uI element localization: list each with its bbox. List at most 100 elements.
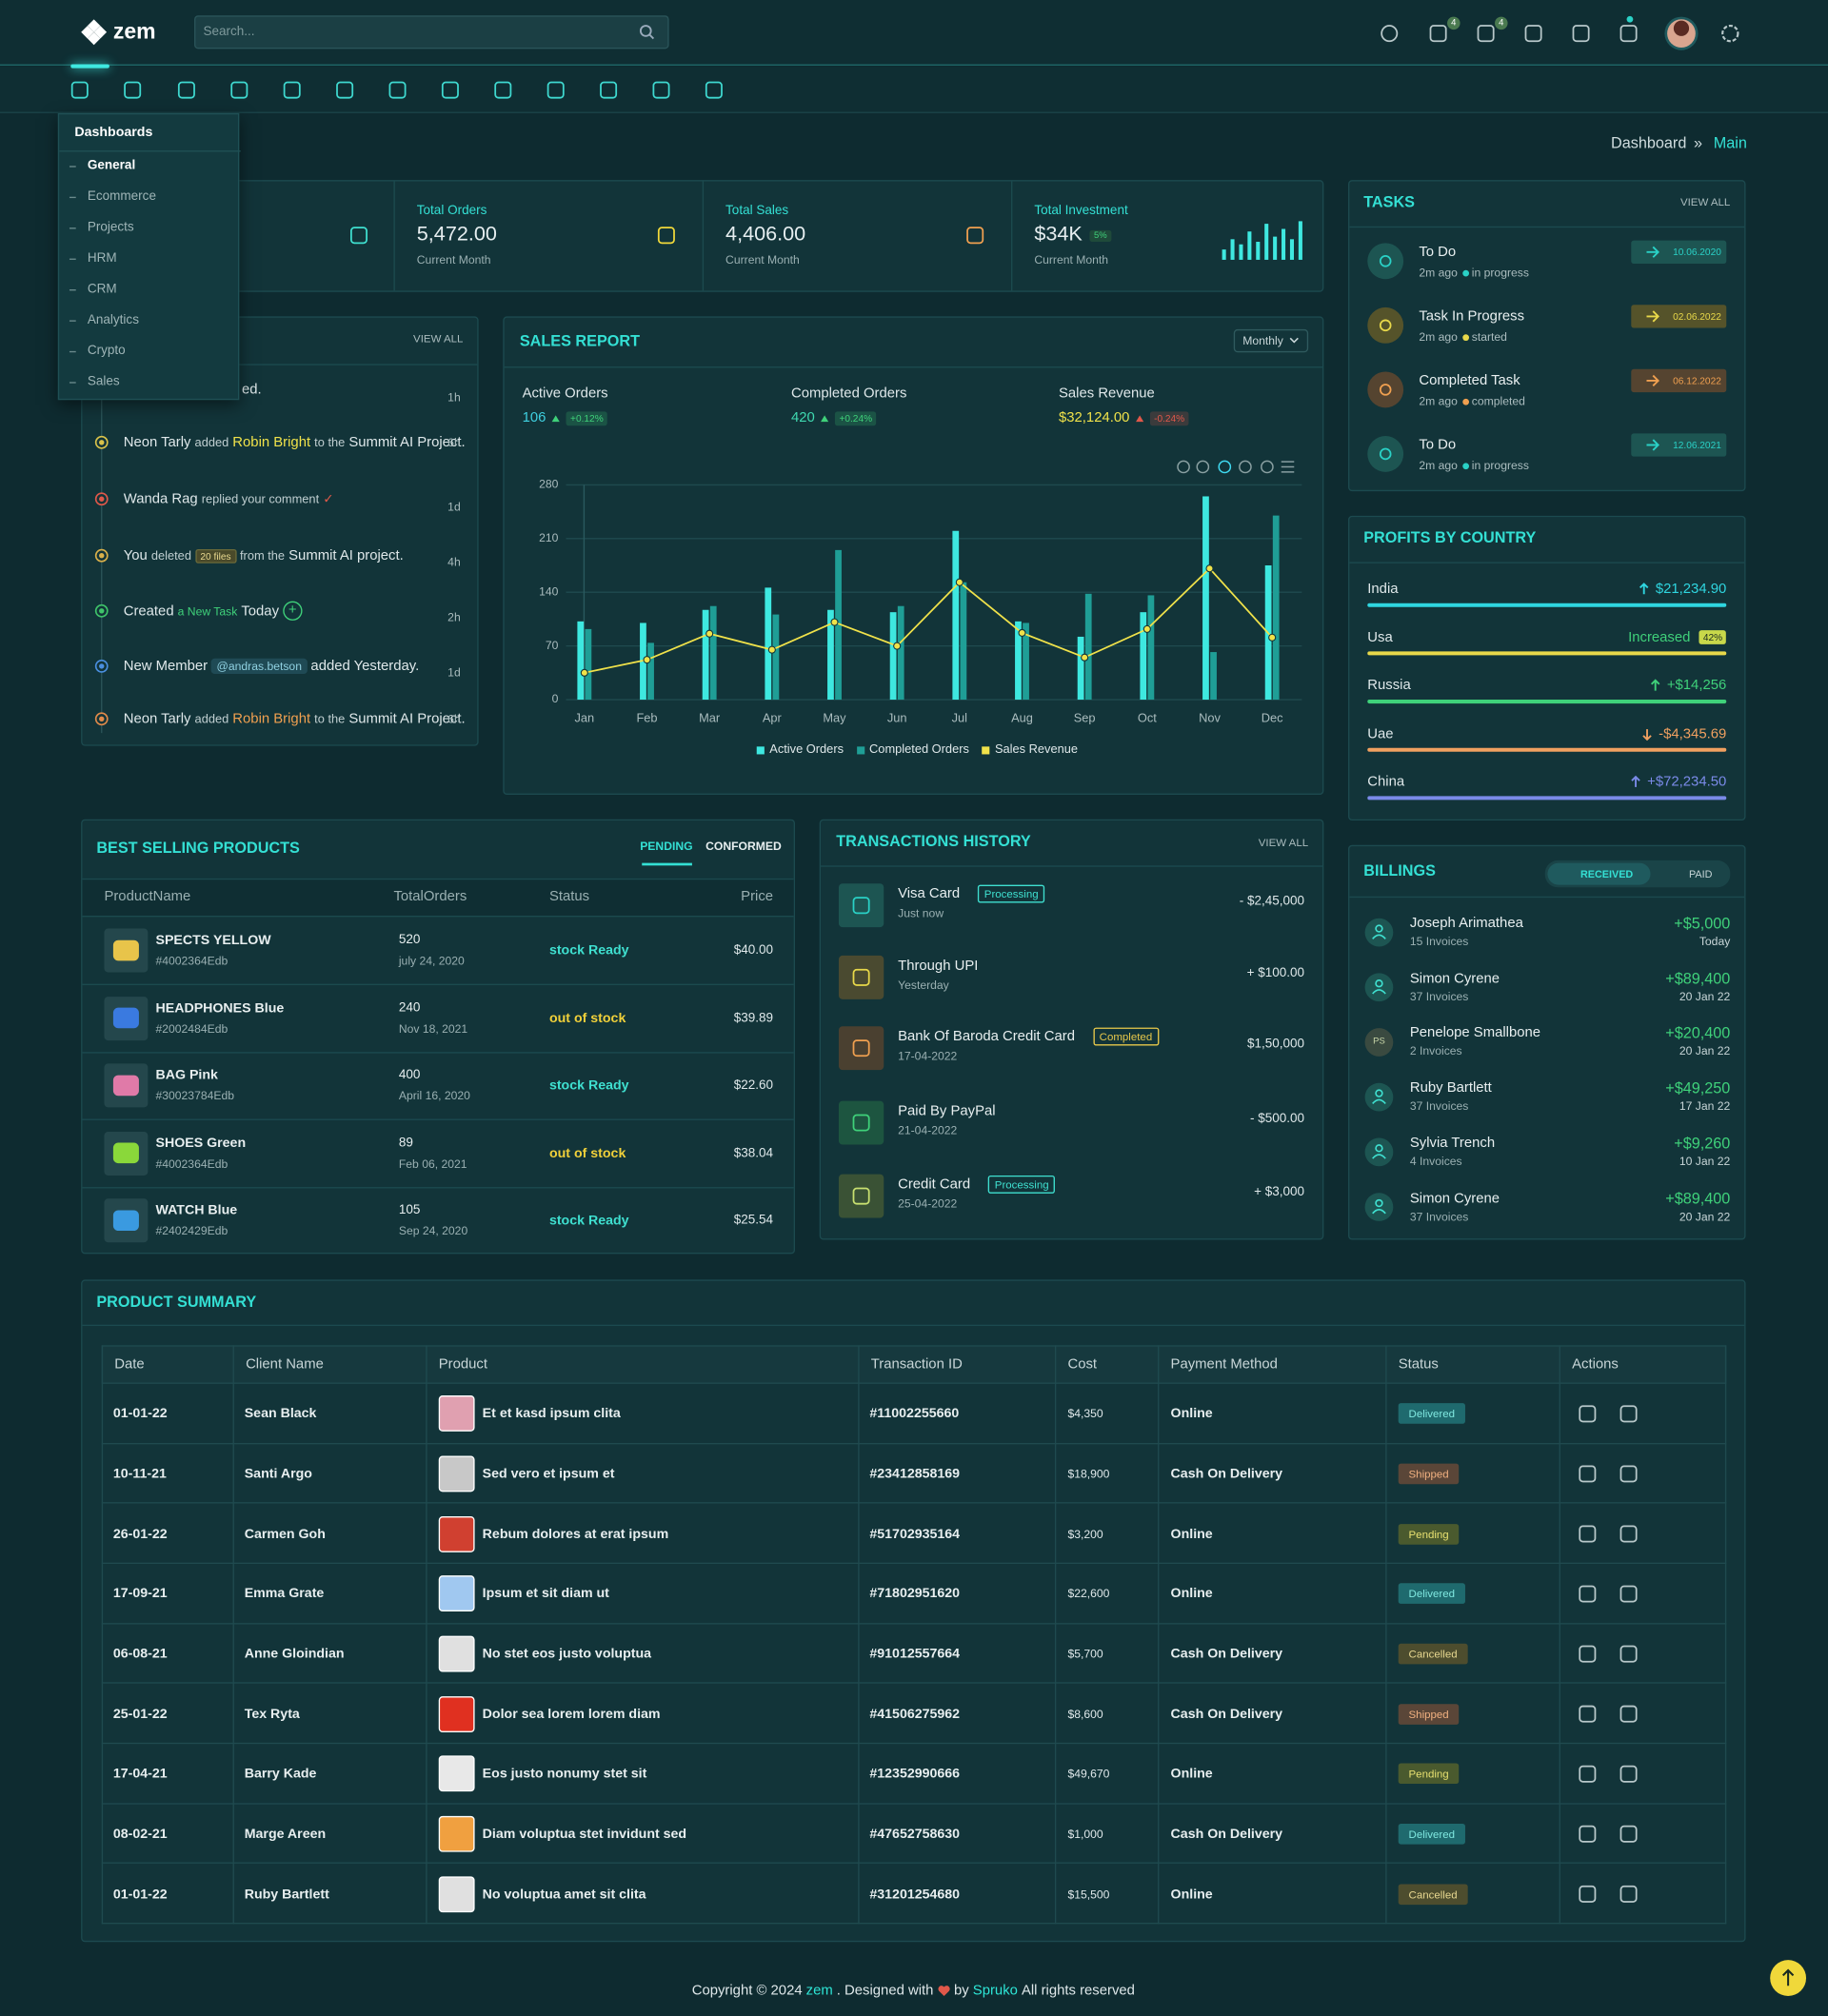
edit-icon[interactable] (1579, 1645, 1597, 1663)
search-box[interactable] (194, 15, 669, 49)
transaction-amount: + $100.00 (1246, 966, 1305, 981)
delete-icon[interactable] (1619, 1705, 1638, 1723)
sparkbar (1282, 228, 1286, 260)
menu-item[interactable]: Analytics (87, 313, 139, 327)
cell-cost: $49,670 (1067, 1767, 1110, 1781)
activity-part: Robin Bright (232, 434, 311, 450)
edit-icon[interactable] (1579, 1765, 1597, 1783)
activity-text: ed. (242, 382, 262, 397)
delete-icon[interactable] (1619, 1645, 1638, 1663)
transaction-title: Bank Of Baroda Credit Card Completed (898, 1027, 1159, 1046)
view-all[interactable]: VIEW ALL (1679, 195, 1731, 208)
column-divider (1385, 1345, 1387, 1925)
billing-invoices: 4 Invoices (1409, 1155, 1462, 1168)
edit-icon[interactable] (1579, 1585, 1597, 1603)
menu-item[interactable]: HRM (87, 251, 117, 267)
menu-item[interactable]: Projects (87, 220, 134, 235)
menu-item[interactable]: General (87, 158, 136, 173)
progress-track (1367, 700, 1727, 704)
product-thumb (112, 939, 139, 961)
cell-payment: Online (1170, 1406, 1213, 1422)
view-all[interactable]: VIEW ALL (1258, 836, 1309, 849)
sparkbar (1264, 224, 1269, 260)
table-header (82, 878, 794, 918)
task-icon-glyph (1379, 319, 1392, 332)
task-icon (1367, 306, 1404, 344)
breadcrumb-separator: » (1694, 133, 1703, 152)
view-all[interactable]: VIEW ALL (413, 331, 464, 346)
edit-icon[interactable] (1579, 1465, 1597, 1483)
tab[interactable]: CONFORMED (705, 840, 782, 853)
menu-item[interactable]: Ecommerce (87, 189, 156, 205)
bar (702, 609, 709, 701)
tab[interactable]: PENDING (640, 840, 693, 853)
transaction-badge: Processing (988, 1175, 1056, 1194)
menu-item[interactable]: CRM (87, 282, 117, 297)
delete-icon[interactable] (1619, 1405, 1638, 1423)
progress-track (1367, 747, 1727, 752)
tab[interactable]: RECEIVED (1580, 868, 1634, 880)
toolbar-icon (1177, 460, 1190, 474)
delete-icon[interactable] (1619, 1585, 1638, 1603)
period-label[interactable]: Monthly (1242, 334, 1283, 347)
edit-icon[interactable] (1579, 1705, 1597, 1723)
cell-product: No stet eos justo voluptua (482, 1646, 652, 1662)
activity-part: a New Task (177, 604, 238, 618)
activity-part: Today (241, 603, 280, 619)
delete-icon[interactable] (1619, 1885, 1638, 1903)
menu-item[interactable]: Sales (87, 374, 120, 389)
legend-swatch (982, 745, 990, 754)
x-tick-label: Sep (1074, 711, 1096, 725)
column-divider (426, 1345, 427, 1925)
delete-icon[interactable] (1619, 1825, 1638, 1843)
cell-transaction-id: #71802951620 (869, 1586, 961, 1602)
edit-icon[interactable] (1579, 1525, 1597, 1543)
billing-invoices: 37 Invoices (1409, 989, 1469, 1003)
activity-part: replied your comment (201, 491, 320, 506)
summary-value: 106 (522, 410, 546, 426)
footer-text: Copyright © 2024 (691, 1983, 803, 1999)
product-orders: 400 (398, 1068, 421, 1083)
arrow-icon (1646, 310, 1659, 323)
bar (1015, 621, 1022, 701)
column-divider (1724, 1345, 1727, 1925)
summary-label: Active Orders (522, 385, 608, 402)
activity-time: 1h (447, 390, 461, 405)
line-point (955, 578, 964, 586)
summary-value: 420 (790, 410, 815, 426)
footer-text: All rights reserved (1021, 1983, 1135, 1999)
country-name: China (1367, 774, 1405, 790)
status-text: Delivered (1408, 1828, 1456, 1841)
transaction-icon (838, 1026, 884, 1071)
product-status: out of stock (548, 1145, 626, 1161)
trend-arrow (1639, 583, 1649, 595)
line-point (1081, 653, 1089, 662)
menu-item[interactable]: Crypto (87, 344, 126, 359)
edit-icon[interactable] (1579, 1885, 1597, 1903)
billing-invoices: 15 Invoices (1409, 935, 1469, 948)
bar (1084, 593, 1092, 701)
delete-icon[interactable] (1619, 1765, 1638, 1783)
task-meta: 2m ago completed (1419, 395, 1525, 408)
edit-icon[interactable] (1579, 1825, 1597, 1843)
nav-icon (230, 81, 248, 99)
delete-icon[interactable] (1619, 1465, 1638, 1483)
bar (952, 530, 960, 701)
transaction-icon (838, 1174, 884, 1218)
delete-icon[interactable] (1619, 1525, 1638, 1543)
trend-icon (552, 414, 561, 422)
row-divider (101, 1682, 1727, 1685)
period-select[interactable] (1233, 328, 1309, 353)
summary-change: +0.24% (835, 410, 877, 425)
stat-period: Current Month (416, 253, 491, 267)
row-divider (101, 1802, 1727, 1805)
product-sku: #4002364Edb (155, 1156, 228, 1170)
header-icon (1477, 25, 1495, 43)
task-meta: 2m ago started (1419, 330, 1507, 344)
edit-icon[interactable] (1579, 1405, 1597, 1423)
tab[interactable]: PAID (1689, 868, 1713, 880)
product-name: HEADPHONES Blue (155, 999, 285, 1016)
task-name: To Do (1419, 244, 1457, 260)
billing-amount: +$20,400 (1665, 1024, 1731, 1042)
cell-date: 01-01-22 (112, 1886, 168, 1902)
